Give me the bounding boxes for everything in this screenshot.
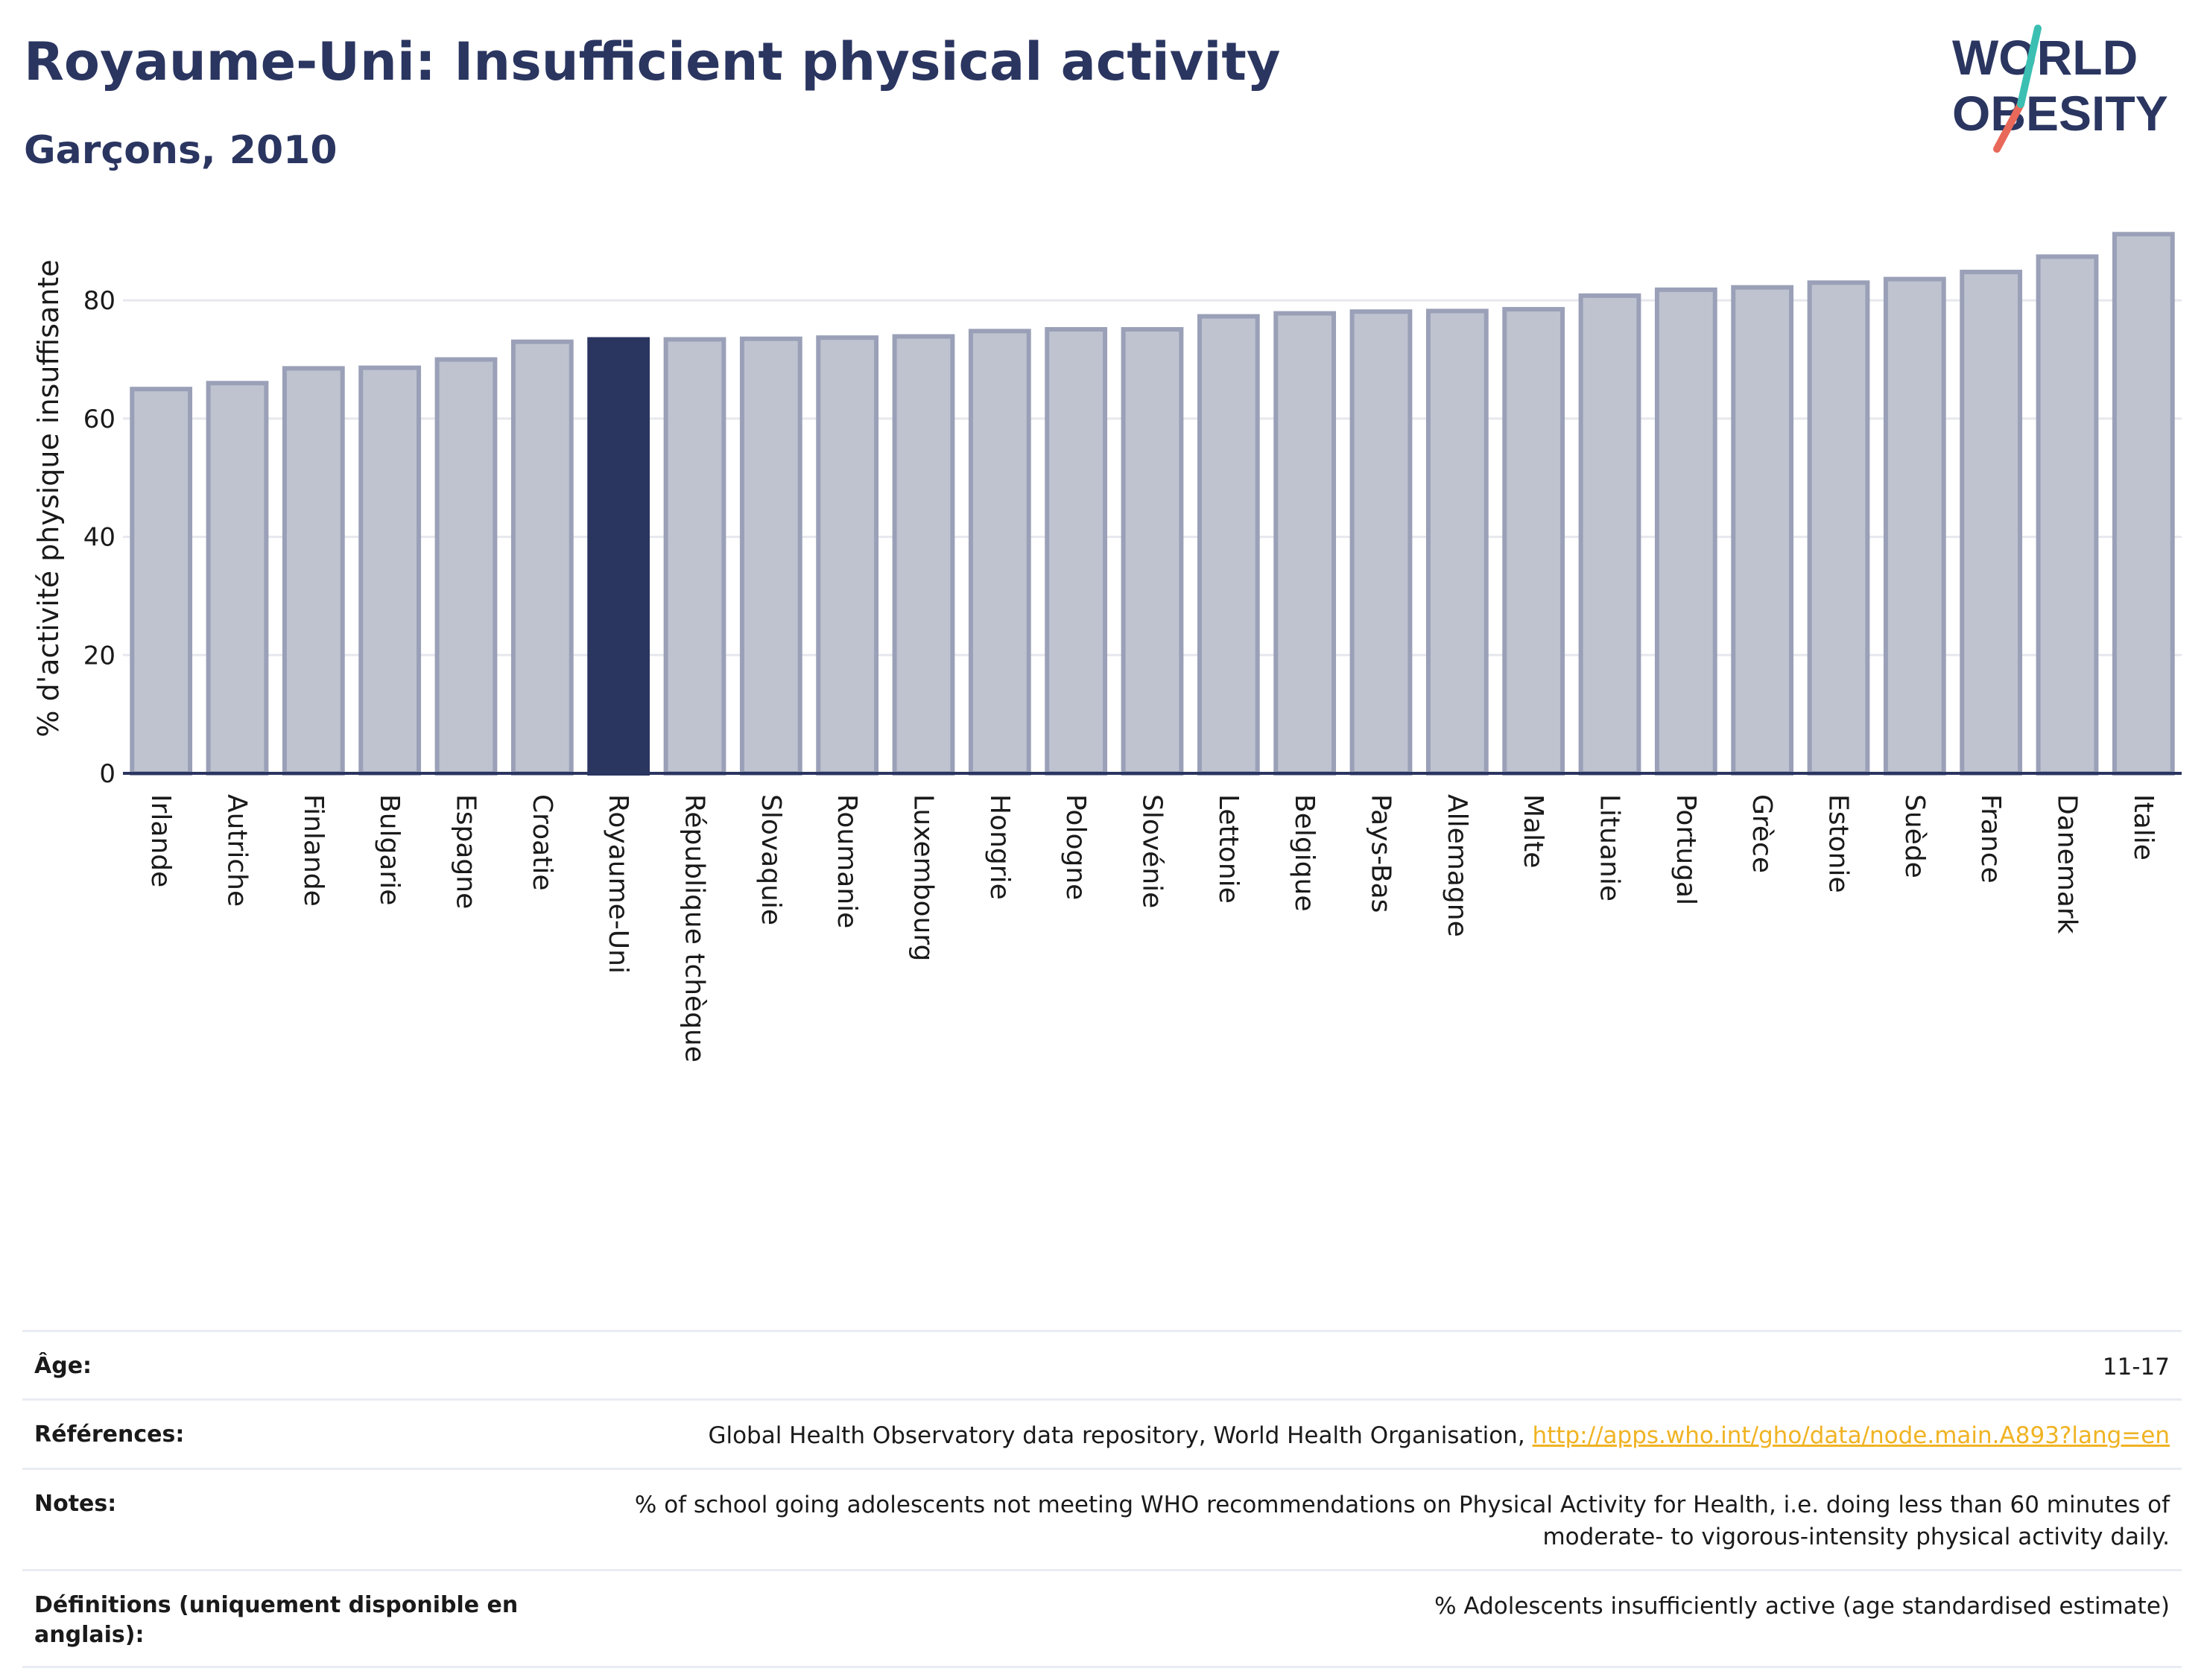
x-tick-label: Pays-Bas bbox=[1366, 794, 1396, 913]
x-tick-label: Belgique bbox=[1289, 794, 1320, 912]
bar bbox=[968, 329, 1031, 776]
y-tick-label: 20 bbox=[83, 641, 115, 671]
x-tick-label: Pologne bbox=[1060, 794, 1091, 900]
x-tick-label: Estonie bbox=[1823, 794, 1854, 893]
world-obesity-logo: WORLD OBESITY bbox=[1952, 25, 2168, 153]
bar bbox=[1045, 327, 1108, 776]
x-tick-label: Irlande bbox=[145, 794, 176, 887]
page-title: Royaume-Uni: Insufficient physical activ… bbox=[24, 31, 1281, 92]
info-row-age: Âge: 11-17 bbox=[22, 1330, 2182, 1398]
x-tick-label: Luxembourg bbox=[908, 794, 939, 961]
bar bbox=[2112, 232, 2175, 776]
x-tick-label: Autriche bbox=[222, 794, 253, 907]
x-tick-label: Finlande bbox=[298, 794, 329, 907]
x-tick-label: Royaume-Uni bbox=[603, 794, 633, 974]
y-tick-label: 40 bbox=[83, 523, 115, 553]
age-label: Âge: bbox=[34, 1353, 92, 1379]
definitions-value: % Adolescents insufficiently active (age… bbox=[1434, 1592, 2170, 1620]
x-tick-label: Lettonie bbox=[1213, 794, 1244, 904]
logo-text-obesity: OBESITY bbox=[1952, 86, 2168, 141]
bar bbox=[892, 334, 955, 776]
bar bbox=[1425, 308, 1489, 776]
bar bbox=[1121, 327, 1184, 776]
x-tick-label: Hongrie bbox=[984, 794, 1015, 900]
x-tick-label: France bbox=[1975, 794, 2006, 884]
bar bbox=[663, 337, 726, 776]
references-value: Global Health Observatory data repositor… bbox=[708, 1420, 2170, 1452]
info-row-notes: Notes: % of school going adolescents not… bbox=[22, 1467, 2182, 1569]
x-tick-label: Portugal bbox=[1671, 794, 1701, 905]
bar bbox=[1349, 309, 1413, 776]
bar bbox=[1731, 285, 1794, 776]
x-tick-label: Grèce bbox=[1747, 794, 1777, 873]
bar bbox=[1807, 280, 1870, 776]
notes-value: % of school going adolescents not meetin… bbox=[634, 1491, 2170, 1551]
references-text: Global Health Observatory data repositor… bbox=[708, 1422, 1533, 1450]
x-tick-label: Italie bbox=[2128, 794, 2159, 860]
info-row-definitions: Définitions (uniquement disponible en an… bbox=[22, 1568, 2182, 1668]
bar bbox=[816, 335, 879, 776]
x-tick-label: Slovaquie bbox=[756, 794, 786, 925]
x-tick-label: Lituanie bbox=[1595, 794, 1625, 901]
bar bbox=[206, 381, 269, 776]
x-tick-label: Roumanie bbox=[832, 794, 862, 928]
info-row-references: Références: Global Health Observatory da… bbox=[22, 1398, 2182, 1467]
x-tick-label: Suède bbox=[1899, 794, 1930, 878]
y-tick-label: 80 bbox=[83, 286, 115, 316]
bar bbox=[358, 365, 422, 776]
age-value: 11-17 bbox=[2102, 1354, 2170, 1381]
bar bbox=[1502, 307, 1565, 776]
references-link[interactable]: http://apps.who.int/gho/data/node.main.A… bbox=[1532, 1422, 2170, 1450]
y-axis-label: % d'activité physique insuffisante bbox=[32, 259, 65, 737]
notes-label: Notes: bbox=[34, 1490, 117, 1517]
bar bbox=[739, 336, 802, 776]
y-tick-label: 0 bbox=[99, 759, 115, 789]
x-tick-label: Slovénie bbox=[1137, 794, 1168, 908]
x-tick-label: Allemagne bbox=[1442, 794, 1472, 937]
logo-text-world: WORLD bbox=[1952, 30, 2138, 85]
x-tick-label: Croatie bbox=[527, 794, 557, 891]
bar bbox=[434, 357, 498, 776]
y-tick-label: 60 bbox=[83, 405, 115, 434]
x-tick-label: Bulgarie bbox=[374, 794, 405, 905]
bar bbox=[510, 339, 574, 776]
bar bbox=[282, 366, 345, 776]
bar bbox=[1654, 287, 1717, 776]
bar-chart: 0 20 40 60 80 % d'activité physique insuffisa… bbox=[32, 232, 2182, 1062]
info-table: Âge: 11-17 Références: Global Health Obs… bbox=[22, 1330, 2182, 1668]
bar bbox=[2036, 254, 2099, 776]
x-tick-label: Espagne bbox=[451, 794, 481, 909]
bar bbox=[1960, 270, 2023, 776]
bar bbox=[1883, 276, 1946, 776]
bar bbox=[130, 387, 193, 776]
references-label: Références: bbox=[34, 1421, 185, 1448]
bar bbox=[1273, 311, 1337, 776]
x-tick-label: République tchèque bbox=[680, 794, 710, 1062]
x-tick-label: Danemark bbox=[2052, 794, 2083, 934]
x-tick-label: Malte bbox=[1518, 794, 1548, 868]
bar-highlighted bbox=[587, 337, 650, 776]
definitions-label: Définitions (uniquement disponible en an… bbox=[34, 1591, 519, 1649]
bar bbox=[1578, 293, 1641, 776]
page-subtitle: Garçons, 2010 bbox=[24, 128, 338, 173]
bar bbox=[1197, 314, 1260, 776]
